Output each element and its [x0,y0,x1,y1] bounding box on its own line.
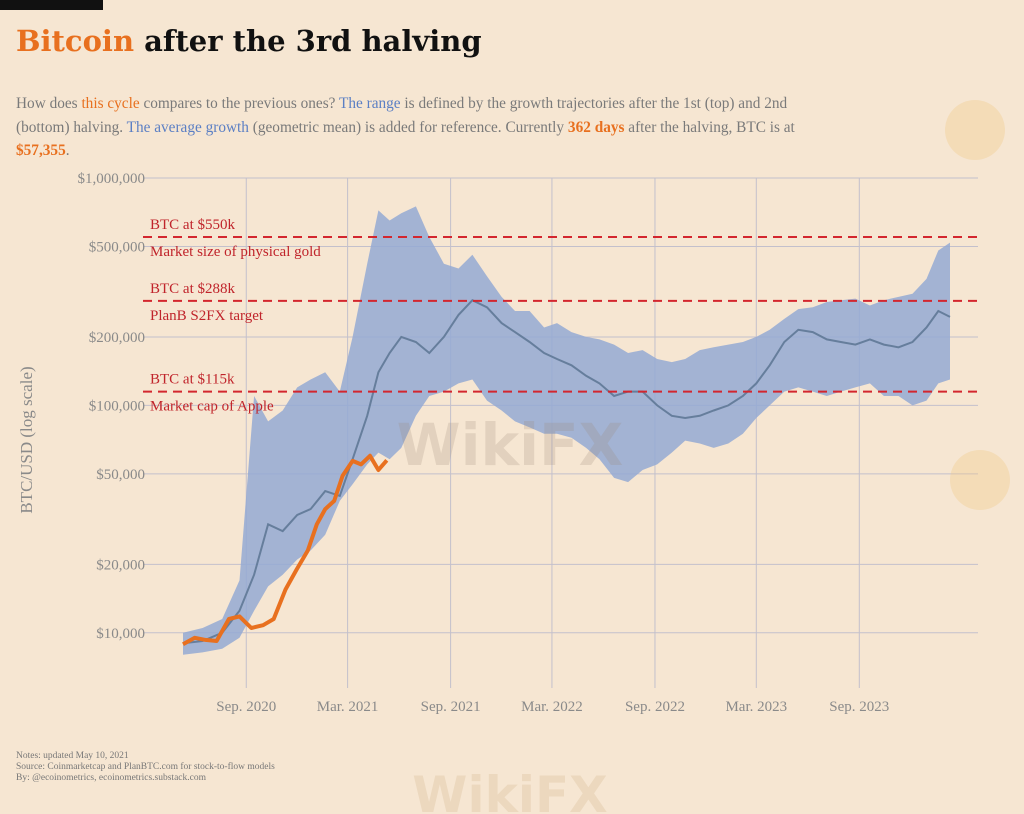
watermark-text: WikiFX [397,411,624,479]
chart-marks [182,206,951,655]
subtitle-text: after the halving, BTC is at [624,118,795,136]
subtitle-average-growth: The average growth [126,118,249,136]
note-author: By: @ecoinometrics, ecoinometrics.substa… [16,773,206,783]
reference-line-note: Market size of physical gold [150,244,321,260]
x-tick-label: Mar. 2023 [725,699,787,715]
subtitle-text: How does [16,95,82,112]
x-tick-label: Mar. 2022 [521,699,583,715]
watermark: WikiFX WikiFX [397,100,1010,814]
watermark-logo-icon [945,100,1005,160]
top-accent-bar [0,0,103,10]
x-axis-ticks: Sep. 2020 Mar. 2021 Sep. 2021 Mar. 2022 Sep.… [216,699,889,715]
reference-line-label: BTC at $288k [150,281,235,297]
watermark-logo-icon [950,450,1010,510]
average-growth-line [182,298,951,645]
watermark-text: WikiFX [412,766,607,814]
reference-line-label: BTC at $115k [150,372,235,388]
reference-line-note: PlanB S2FX target [150,308,264,324]
chart-notes: Notes: updated May 10, 2021 Source: Coin… [16,751,275,784]
subtitle-text: . [65,142,70,159]
title-rest: after the 3rd halving [134,24,482,58]
y-axis-ticks: $10,000 $20,000 $50,000 $100,000 $200,000 $50… [78,171,146,642]
subtitle-price: $57,355 [16,142,66,159]
y-tick-label: $500,000 [89,239,145,255]
chart-title: Bitcoin after the 3rd halving [16,24,482,58]
y-tick-label: $20,000 [96,557,145,573]
subtitle-text: compares to the previous ones? [139,95,340,112]
x-tick-label: Sep. 2023 [829,699,889,715]
subtitle-days: 362 days [567,118,625,136]
reference-line-label: BTC at $550k [150,217,235,233]
range-band [183,206,950,655]
chart-subtitle: How does this cycle compares to the prev… [16,92,806,163]
x-tick-label: Sep. 2021 [421,699,481,715]
y-tick-label: $200,000 [89,330,145,346]
note-source: Source: Coinmarketcap and PlanBTC.com fo… [16,762,275,772]
current-cycle-line [182,453,389,647]
subtitle-the-range: The range [339,95,401,112]
x-tick-label: Sep. 2022 [625,699,685,715]
y-axis-label: BTC/USD (log scale) [17,366,36,513]
y-tick-label: $50,000 [96,467,145,483]
y-tick-label: $1,000,000 [78,171,146,187]
x-tick-label: Mar. 2021 [317,699,379,715]
subtitle-text: (geometric mean) is added for reference.… [248,118,568,136]
reference-line-note: Market cap of Apple [150,399,274,415]
y-tick-label: $100,000 [89,398,145,414]
subtitle-this-cycle: this cycle [81,95,140,112]
x-tick-label: Sep. 2020 [216,699,276,715]
reference-lines: BTC at $550k Market size of physical gold… [143,217,978,415]
note-updated: Notes: updated May 10, 2021 [16,751,129,761]
subtitle-text: is defined by the growth trajectories af… [16,95,788,136]
y-tick-label: $10,000 [96,626,145,642]
title-accent: Bitcoin [16,24,135,58]
